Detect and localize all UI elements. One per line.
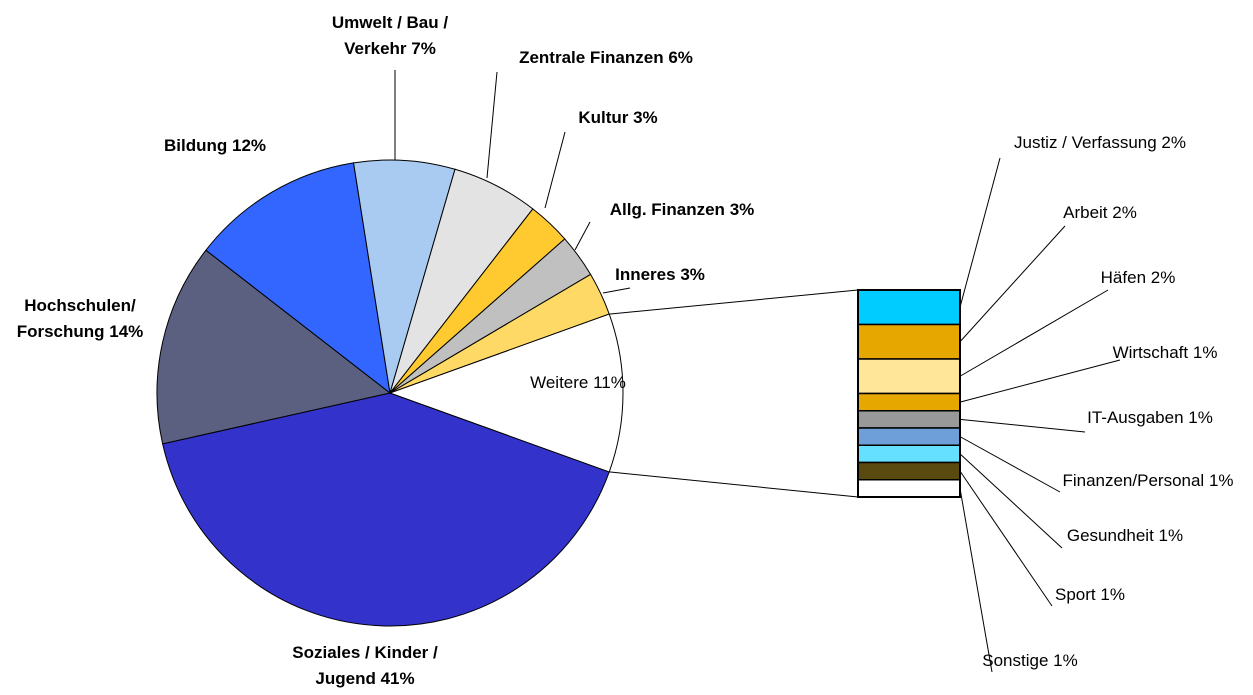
pie-label: Soziales / Kinder / Jugend 41% <box>265 640 465 692</box>
bar-segment <box>857 392 961 412</box>
leader-line <box>959 488 993 673</box>
bar-label: IT-Ausgaben 1% <box>1050 405 1250 431</box>
label-name: Zentrale Finanzen <box>519 48 664 67</box>
label-name: Häfen <box>1100 268 1147 287</box>
leader-line <box>544 131 566 209</box>
label-name: IT-Ausgaben <box>1087 408 1184 427</box>
bar-segment <box>857 323 961 360</box>
pie-label: Zentrale Finanzen 6% <box>506 45 706 71</box>
label-value: 3% <box>680 265 705 284</box>
leader-line <box>959 359 1121 403</box>
pie-label: Umwelt / Bau / Verkehr 7% <box>315 10 465 62</box>
bar-label: Häfen 2% <box>1038 265 1238 291</box>
label-value: 3% <box>729 200 755 219</box>
label-name: Wirtschaft <box>1112 343 1189 362</box>
leader-line <box>959 453 1063 549</box>
label-name: Justiz / Verfassung <box>1014 133 1157 152</box>
bar-segment <box>857 358 961 395</box>
bar-segment <box>857 479 961 498</box>
bar-segment <box>857 410 961 429</box>
leader-line <box>959 225 1066 343</box>
leader-line <box>959 289 1109 377</box>
leader-line <box>959 436 1061 493</box>
label-name: Weitere <box>530 373 589 392</box>
pie-slice <box>388 313 624 473</box>
label-name: Bildung <box>163 136 228 155</box>
label-name: Finanzen/Personal <box>1062 471 1205 490</box>
label-name: Umwelt / Bau / Verkehr <box>331 13 449 58</box>
leader-line <box>486 71 498 179</box>
pie-label: Allg. Finanzen 3% <box>592 197 772 223</box>
pie-slice <box>162 392 610 627</box>
label-value: 1% <box>1208 471 1234 490</box>
label-name: Hochschulen/ Forschung <box>16 296 136 341</box>
leader-line <box>574 221 591 251</box>
label-name: Gesundheit <box>1066 526 1154 545</box>
label-value: 14% <box>109 322 144 341</box>
pie-label: Bildung 12% <box>155 133 275 159</box>
label-name: Inneres <box>615 265 676 284</box>
leader-line <box>602 287 631 294</box>
label-value: 1% <box>1100 585 1125 604</box>
bar-segment <box>857 289 961 326</box>
connector <box>609 289 859 315</box>
pie-label: Kultur 3% <box>568 105 668 131</box>
pie-label: Hochschulen/ Forschung 14% <box>5 293 155 345</box>
pie-label: Inneres 3% <box>610 262 710 288</box>
bar-label: Wirtschaft 1% <box>1065 340 1253 366</box>
label-name: Soziales / Kinder / Jugend <box>292 643 438 688</box>
bar-label: Sonstige 1% <box>930 648 1130 674</box>
label-name: Kultur <box>578 108 629 127</box>
label-value: 3% <box>633 108 658 127</box>
label-value: 2% <box>1150 268 1176 287</box>
bar-label: Gesundheit 1% <box>1025 523 1225 549</box>
leader-line <box>959 157 1001 308</box>
bar-outline <box>857 289 961 498</box>
pie-slice <box>205 162 391 395</box>
bar-segment <box>857 427 961 446</box>
leader-line <box>959 418 1086 433</box>
label-value: 7% <box>411 39 436 58</box>
bar-label: Sport 1% <box>990 582 1190 608</box>
label-name: Allg. Finanzen <box>609 200 725 219</box>
bar-label: Justiz / Verfassung 2% <box>1000 130 1200 156</box>
label-value: 1% <box>1188 408 1213 427</box>
label-name: Arbeit <box>1063 203 1108 222</box>
label-value: 2% <box>1112 203 1137 222</box>
label-value: 6% <box>668 48 693 67</box>
leader-line <box>959 470 1053 607</box>
label-value: 11% <box>593 373 626 392</box>
label-value: 41% <box>380 669 415 688</box>
label-value: 12% <box>231 136 267 155</box>
label-value: 1% <box>1192 343 1218 362</box>
label-value: 1% <box>1158 526 1184 545</box>
pie-slice <box>156 249 392 445</box>
pie-slice <box>352 159 456 394</box>
bar-segment <box>857 461 961 481</box>
bar-label: Arbeit 2% <box>1000 200 1200 226</box>
bar-segment <box>857 444 961 464</box>
bar-label: Finanzen/Personal 1% <box>1048 468 1248 494</box>
pie-label: Weitere 11% <box>528 370 628 396</box>
label-name: Sport <box>1055 585 1096 604</box>
label-name: Sonstige <box>982 651 1049 670</box>
label-value: 1% <box>1053 651 1078 670</box>
label-value: 2% <box>1161 133 1186 152</box>
connector <box>609 471 859 498</box>
